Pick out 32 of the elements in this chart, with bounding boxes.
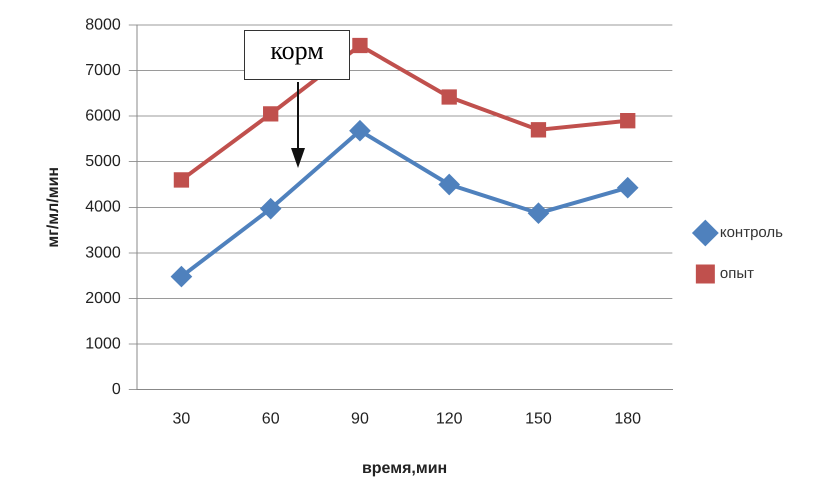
point	[350, 120, 370, 141]
x-tick-label: 90	[351, 410, 369, 428]
legend-label: контроль	[720, 224, 784, 242]
x-axis-title: время,мин	[362, 460, 448, 477]
point	[618, 178, 638, 198]
point	[260, 198, 281, 219]
x-tick-label: 30	[172, 410, 190, 428]
y-tick-label: 3000	[85, 244, 121, 262]
x-tick-label: 150	[525, 410, 552, 428]
y-tick-label: 5000	[85, 153, 121, 170]
point	[263, 106, 278, 122]
point	[352, 38, 368, 54]
y-tick-label: 1000	[85, 335, 121, 352]
y-axis-title: мг/мл/мин	[45, 166, 62, 248]
x-tick-label: 60	[262, 410, 280, 428]
point	[439, 174, 460, 195]
point	[442, 89, 457, 105]
x-tick-label: 180	[614, 410, 642, 428]
y-tick-label: 0	[112, 381, 121, 398]
y-tick-label: 6000	[85, 108, 121, 125]
y-tick-label: 2000	[85, 290, 121, 307]
y-tick-label: 4000	[85, 198, 121, 216]
legend-label: опыт	[720, 265, 754, 282]
point	[174, 172, 190, 188]
annotation: корм	[244, 30, 350, 80]
point	[530, 122, 546, 138]
point	[528, 203, 548, 224]
x-tick-label: 120	[436, 410, 463, 428]
point	[171, 266, 192, 287]
y-tick-label: 8000	[85, 16, 121, 34]
y-tick-label: 7000	[85, 62, 121, 79]
point	[620, 113, 636, 128]
